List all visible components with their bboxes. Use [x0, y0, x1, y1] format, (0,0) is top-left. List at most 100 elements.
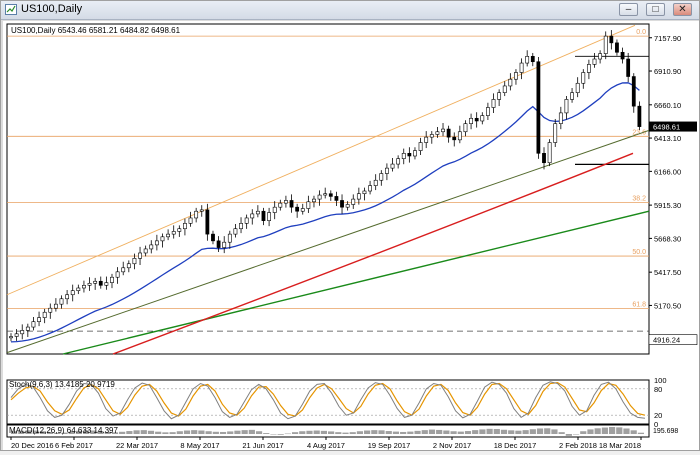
- stoch-tick-label: 80: [654, 385, 662, 394]
- candle-body: [188, 217, 193, 224]
- candle-body: [356, 193, 361, 200]
- macd-histogram: [11, 427, 644, 436]
- price-marker-tag: [648, 334, 698, 345]
- x-tick-label: 4 Aug 2017: [307, 441, 345, 450]
- candle-body: [452, 136, 457, 141]
- candle-body: [536, 61, 541, 154]
- candle-body: [558, 112, 563, 124]
- chart-area[interactable]: 0.0 23.6 38.2 50.0 61.8 7157.90 6910.90 6660.1…: [3, 21, 699, 450]
- candle-body: [25, 326, 30, 331]
- candle-body: [272, 206, 277, 213]
- x-tick-label: 2 Nov 2017: [433, 441, 471, 450]
- macd-bar: [32, 430, 39, 434]
- candle-body: [328, 193, 333, 197]
- macd-bar: [335, 432, 342, 434]
- stoch-d-line: [10, 382, 646, 417]
- macd-bar: [61, 432, 68, 434]
- macd-bar: [601, 427, 608, 434]
- candle-body: [48, 307, 53, 313]
- last-price-label: 6498.61: [653, 123, 680, 132]
- candle-body: [508, 78, 513, 87]
- candle-body: [110, 276, 114, 283]
- candle-body: [497, 92, 502, 100]
- candle-body: [199, 209, 204, 212]
- macd-value-label: 195.698: [653, 428, 678, 435]
- candle-body: [615, 42, 619, 53]
- macd-bar: [104, 431, 111, 434]
- stoch-k-line: [10, 381, 646, 420]
- macd-bar: [277, 434, 284, 435]
- candle-body: [154, 240, 159, 246]
- candle-body: [31, 321, 36, 328]
- candle-body: [390, 163, 395, 169]
- candle-body: [340, 200, 344, 208]
- macd-bar: [587, 429, 594, 434]
- candle-body: [351, 198, 356, 205]
- macd-bar: [637, 432, 644, 434]
- chart-header: US100,Daily 6543.46 6581.21 6484.82 6498…: [11, 26, 181, 35]
- candle-body: [603, 35, 608, 54]
- close-button[interactable]: ✕: [673, 3, 692, 16]
- fib-level-label: 50.0: [632, 249, 646, 256]
- title-bar[interactable]: US100,Daily – □ ✕: [1, 1, 699, 20]
- macd-title: MACD(12,26,9) 64.633 14.397: [9, 426, 119, 435]
- candle-body: [429, 134, 434, 138]
- macd-bar: [544, 428, 551, 434]
- stoch-title: Stoch(9,6,3) 13.4185 20.9719: [9, 380, 115, 389]
- channel-top-line: [6, 24, 636, 296]
- candle-body: [295, 206, 300, 212]
- macd-bar: [536, 428, 544, 434]
- macd-bar: [515, 430, 522, 434]
- fib-level-label: 23.6: [632, 129, 646, 136]
- candle-body: [525, 56, 530, 64]
- macd-bar: [291, 432, 299, 434]
- macd-bar: [421, 430, 428, 434]
- macd-bar: [493, 429, 500, 434]
- candle-body: [486, 107, 490, 116]
- candle-body: [586, 64, 591, 73]
- macd-bar: [414, 430, 421, 434]
- candle-body: [143, 248, 148, 254]
- macd-bar: [464, 431, 472, 434]
- minimize-button[interactable]: –: [619, 3, 638, 16]
- ma50-line: [10, 82, 640, 343]
- candle-body: [480, 115, 485, 122]
- macd-bar: [407, 431, 414, 434]
- candle-body: [323, 193, 328, 196]
- macd-bar: [169, 432, 176, 434]
- macd-bar: [392, 431, 400, 434]
- fib-level-label: 38.2: [632, 195, 646, 202]
- candle-body: [502, 85, 507, 93]
- macd-bar: [508, 430, 515, 434]
- candle-body: [424, 136, 429, 143]
- stoch-tick-label: 100: [654, 376, 667, 385]
- macd-bar: [68, 431, 75, 434]
- x-tick-label: 21 Jun 2017: [242, 441, 283, 450]
- candle-body: [373, 179, 378, 186]
- macd-bar: [472, 430, 479, 434]
- macd-bar: [299, 431, 306, 434]
- candle-body: [547, 142, 552, 164]
- candle-body: [609, 35, 614, 44]
- candle-body: [149, 244, 154, 250]
- y-tick-label: 6413.10: [654, 134, 681, 143]
- fib-level-label: 61.8: [632, 301, 646, 308]
- macd-bar: [90, 430, 97, 434]
- macd-bar: [385, 431, 392, 434]
- candle-body: [592, 58, 597, 65]
- macd-bar: [155, 431, 162, 434]
- macd-bar: [25, 430, 32, 434]
- candle-body: [14, 333, 19, 337]
- ma200-line: [62, 210, 650, 355]
- macd-bar: [205, 431, 212, 434]
- candle-body: [396, 158, 401, 165]
- macd-bar: [227, 431, 234, 434]
- macd-bar: [306, 430, 313, 434]
- candle-body: [171, 231, 176, 235]
- maximize-button[interactable]: □: [646, 3, 665, 16]
- candle-body: [261, 210, 266, 221]
- candle-body: [575, 82, 580, 93]
- macd-bar: [119, 431, 126, 434]
- y-tick-label: 6910.90: [654, 67, 681, 76]
- chart-svg[interactable]: 0.0 23.6 38.2 50.0 61.8 7157.90 6910.90 6660.1…: [3, 21, 699, 450]
